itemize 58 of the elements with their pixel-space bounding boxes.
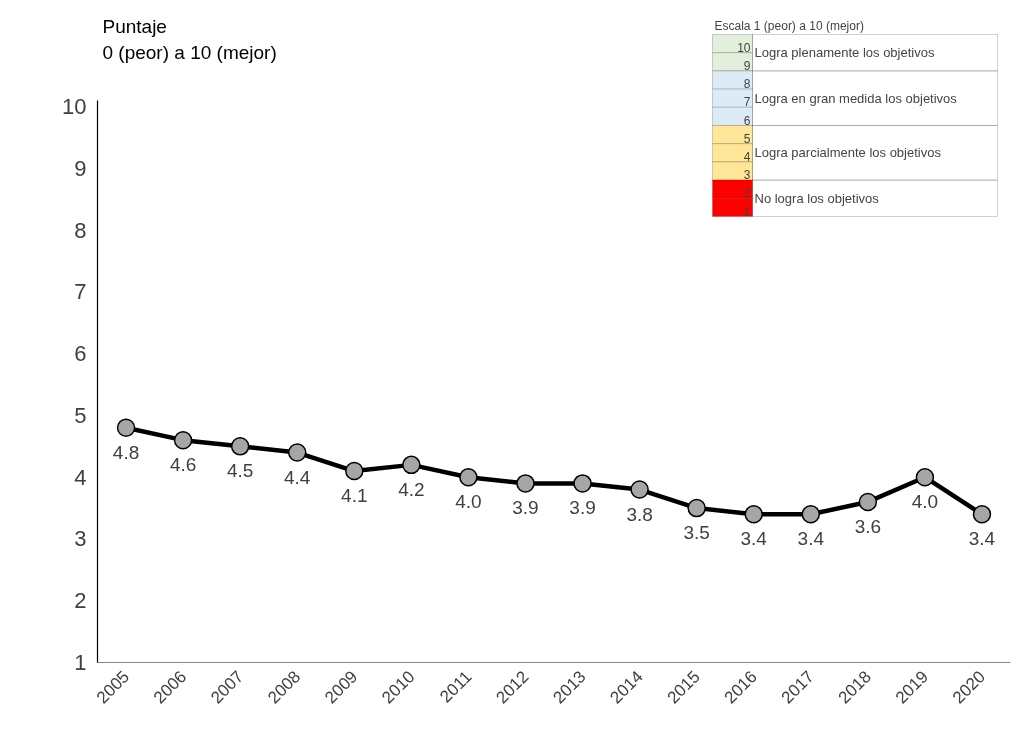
data-label: 4.1 — [341, 485, 368, 507]
annotation: 3 — [743, 168, 751, 183]
data-label: 3.9 — [569, 497, 596, 519]
annotation: 5 — [743, 131, 751, 146]
point — [287, 443, 307, 462]
annotation: Logra en gran medida los objetivos — [754, 90, 958, 106]
data-label: 4.5 — [226, 460, 254, 482]
point — [345, 461, 364, 481]
point — [858, 492, 878, 512]
data-label: 4.8 — [112, 441, 140, 463]
y-tick-label: 8 — [74, 217, 87, 243]
text: 8 — [743, 77, 751, 92]
point — [744, 505, 763, 524]
y-tick-label: 1 — [74, 650, 87, 675]
y-tick-label: 2 — [74, 588, 87, 614]
y-tick-label: 3 — [74, 526, 87, 552]
data-label: 4.0 — [911, 491, 939, 513]
point — [630, 480, 649, 499]
data-label: 3.9 — [512, 497, 539, 519]
text: 10 — [737, 40, 751, 55]
text: Logra plenamente los objetivos — [754, 45, 935, 61]
annotation: 7 — [743, 95, 751, 110]
y-tick-label: 9 — [74, 155, 87, 181]
point — [116, 418, 136, 438]
data-label: 4.0 — [455, 491, 482, 513]
annotation: 6 — [743, 113, 751, 128]
data-label: 3.5 — [683, 522, 710, 544]
point — [915, 467, 935, 487]
data-label: 3.4 — [740, 528, 768, 550]
point — [173, 430, 193, 450]
y-tick-label: 6 — [74, 341, 87, 367]
point — [402, 455, 421, 475]
text: Escala 1 (peor) a 10 (mejor) — [714, 18, 864, 33]
annotation: No logra los objetivos — [754, 190, 880, 206]
y-axis-title: Puntaje 0 (peor) a 10 (mejor) — [102, 15, 277, 63]
annotation: 4 — [743, 149, 751, 164]
y-tick-label: 10 — [62, 94, 87, 120]
point — [972, 505, 992, 524]
point — [230, 437, 250, 456]
annotation: Logra parcialmente los objetivos — [754, 145, 942, 161]
data-label: 4.4 — [284, 466, 311, 488]
data-label: 3.4 — [968, 528, 996, 550]
data-label: 3.6 — [854, 515, 882, 537]
annotation: 1 — [743, 204, 751, 219]
text: 9 — [743, 58, 751, 73]
data-label: 4.2 — [398, 478, 425, 500]
y-tick-label: 7 — [74, 279, 87, 305]
y-tick-label: 5 — [74, 402, 87, 428]
data-label: 3.8 — [626, 503, 653, 525]
y-tick-label: 4 — [74, 464, 87, 490]
point — [687, 498, 706, 518]
point — [459, 467, 478, 487]
data-label: 3.4 — [797, 528, 825, 550]
annotation: 2 — [743, 186, 751, 201]
point — [801, 505, 821, 524]
point — [573, 474, 592, 493]
point — [516, 474, 535, 493]
data-label: 4.6 — [169, 454, 197, 476]
